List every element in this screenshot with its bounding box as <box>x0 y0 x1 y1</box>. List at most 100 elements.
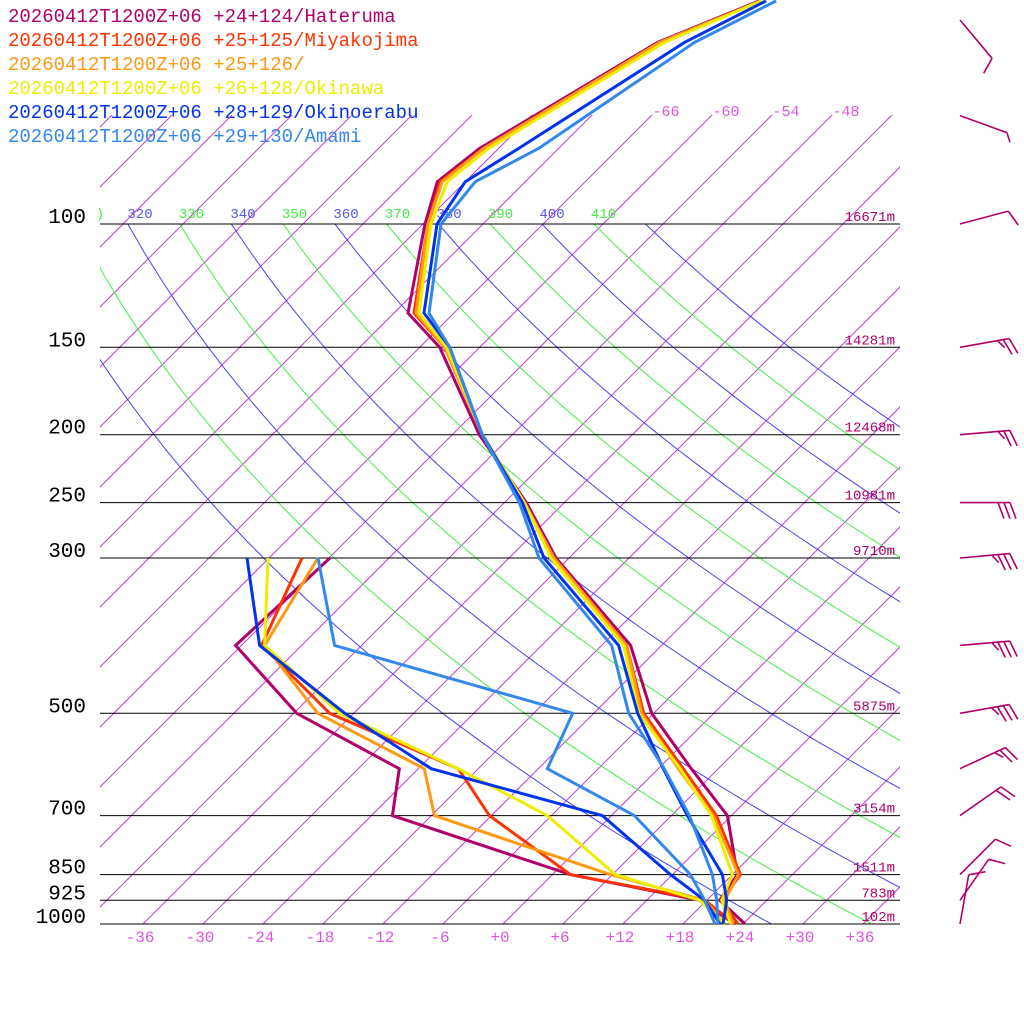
theta-label-partial: ) <box>96 207 104 223</box>
legend: 20260412T1200Z+06 +24+124/Hateruma 202604… <box>8 5 418 149</box>
isotherm-line <box>100 115 353 368</box>
pressure-tick-label: 500 <box>48 696 86 719</box>
height-label: 1511m <box>853 861 895 877</box>
isotherm-line <box>322 346 900 924</box>
isotherm-line <box>100 115 833 848</box>
isotherm-line <box>100 115 653 668</box>
legend-entry: 20260412T1200Z+06 +25+126/ <box>8 54 305 76</box>
theta-label: 360 <box>333 207 358 223</box>
height-label: 12468m <box>845 421 895 437</box>
temperature-tick-label: -6 <box>430 929 449 947</box>
wind-barb <box>959 640 1018 658</box>
pressure-tick-label: 150 <box>48 330 86 353</box>
height-label: 10981m <box>845 489 895 505</box>
isotherm-line <box>100 115 473 488</box>
theta-label: 350 <box>282 207 307 223</box>
temperature-line <box>422 0 767 925</box>
isotherm-line <box>100 115 233 248</box>
isotherm-label: -48 <box>832 104 859 121</box>
isotherm-line <box>382 406 900 924</box>
legend-entry: 20260412T1200Z+06 +25+125/Miyakojima <box>8 30 419 52</box>
isotherm-line <box>862 886 900 924</box>
wind-barb <box>959 429 1018 447</box>
theta-label: 400 <box>539 207 564 223</box>
isotherm-line <box>742 766 900 924</box>
theta-label: 370 <box>385 207 410 223</box>
theta-label: 340 <box>230 207 255 223</box>
temperature-tick-label: -12 <box>366 929 395 947</box>
wind-barb <box>959 552 1018 571</box>
wind-barb <box>959 19 993 74</box>
dry-adiabat-line <box>282 224 900 742</box>
isotherm-line <box>100 115 293 308</box>
wind-barb <box>959 838 1012 876</box>
isotherm-line <box>100 115 413 428</box>
wind-barb <box>959 210 1019 226</box>
isotherm-line <box>682 706 900 924</box>
temperature-line <box>406 0 760 926</box>
dewpoint-line <box>245 557 722 925</box>
isotherm-line <box>202 226 900 924</box>
isotherm-line <box>802 826 900 924</box>
legend-entry: 20260412T1200Z+06 +28+129/Okinoerabu <box>8 102 419 124</box>
theta-label: 410 <box>591 207 616 223</box>
height-label: 9710m <box>853 544 895 560</box>
pressure-tick-label: 700 <box>48 799 86 822</box>
temperature-tick-label: -24 <box>246 929 275 947</box>
pressure-tick-label: 300 <box>48 541 86 564</box>
temperature-tick-label: +36 <box>846 929 875 947</box>
temperature-tick-label: -18 <box>306 929 335 947</box>
isotherm-line <box>100 115 173 188</box>
temperature-tick-label: +6 <box>550 929 569 947</box>
temperature-tick-label: +30 <box>786 929 815 947</box>
isotherm-label: -60 <box>712 104 739 121</box>
dry-adiabat-line <box>645 224 900 428</box>
dry-adiabat-line <box>179 224 900 838</box>
wind-barb <box>959 858 1006 901</box>
height-label: 16671m <box>845 210 895 226</box>
temperature-tick-label: +24 <box>726 929 755 947</box>
isotherm-line <box>622 646 900 924</box>
height-label: 14281m <box>845 333 895 349</box>
isotherm-label: -54 <box>772 104 799 121</box>
temperature-tick-label: +18 <box>666 929 695 947</box>
wind-barb <box>959 703 1019 722</box>
wind-barb <box>959 337 1019 355</box>
height-label: 5875m <box>853 699 895 715</box>
height-label: 783m <box>861 886 895 902</box>
dry-adiabat-line <box>438 224 900 603</box>
pressure-tick-label: 100 <box>48 207 86 230</box>
isotherm-line <box>262 286 900 924</box>
theta-label: 330 <box>179 207 204 223</box>
temperature-line <box>412 0 762 925</box>
isotherm-line <box>100 115 593 608</box>
wind-barb <box>959 870 986 925</box>
temperature-tick-label: +0 <box>490 929 509 947</box>
isotherm-line <box>562 586 900 924</box>
height-label: 3154m <box>853 802 895 818</box>
isotherm-line <box>0 24 23 924</box>
isotherm-line <box>442 466 900 924</box>
temperature-tick-label: -30 <box>186 929 215 947</box>
wind-barb <box>959 114 1011 143</box>
isotherm-line <box>502 526 900 924</box>
dewpoint-line <box>263 557 727 926</box>
legend-entry: 20260412T1200Z+06 +26+128/Okinawa <box>8 78 385 100</box>
temperature-line <box>427 0 777 925</box>
isotherm-line <box>0 24 143 924</box>
theta-label: 320 <box>127 207 152 223</box>
pressure-tick-label: 200 <box>48 418 86 441</box>
isotherm-label: -66 <box>652 104 679 121</box>
height-label: 102m <box>861 910 895 926</box>
isotherm-line <box>0 24 83 924</box>
pressure-tick-label: 1000 <box>36 907 86 930</box>
isotherm-line <box>100 115 893 908</box>
legend-entry: 20260412T1200Z+06 +24+124/Hateruma <box>8 6 396 28</box>
pressure-tick-label: 250 <box>48 486 86 509</box>
pressure-tick-label: 850 <box>48 858 86 881</box>
isotherm-line <box>100 115 713 728</box>
wind-barb <box>959 501 1017 519</box>
dry-adiabat-line <box>386 224 900 648</box>
wind-barb <box>959 746 1019 770</box>
